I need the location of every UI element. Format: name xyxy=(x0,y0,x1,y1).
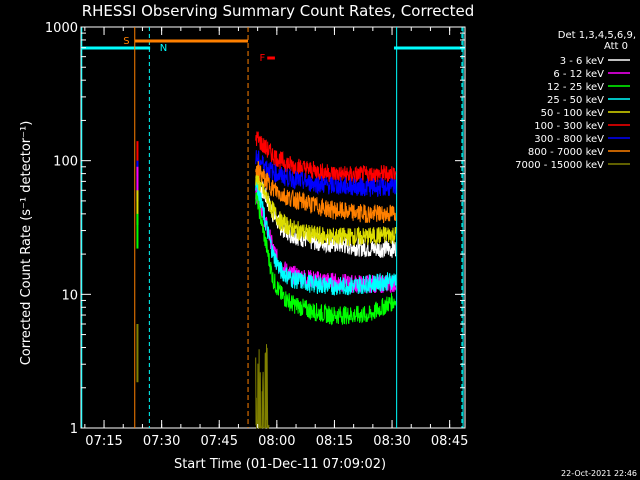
series-layer xyxy=(136,131,397,429)
series-line-50-100-kev xyxy=(255,170,397,247)
marker-label-s: S xyxy=(123,36,129,47)
chart-title: RHESSI Observing Summary Count Rates, Co… xyxy=(82,2,475,20)
x-tick-label: 07:30 xyxy=(143,434,180,449)
legend-header: Att 0 xyxy=(604,41,628,52)
x-tick-label: 08:15 xyxy=(316,434,353,449)
legend-header: Det 1,3,4,5,6,9, xyxy=(558,30,636,41)
plot-frame xyxy=(80,26,466,429)
plot-border xyxy=(80,26,466,429)
legend-entry-800-7000-kev: 800 - 7000 keV xyxy=(528,147,604,158)
series-line-12-25-kev xyxy=(255,191,397,326)
x-tick-label: 07:45 xyxy=(201,434,238,449)
series-line-300-800-kev xyxy=(255,150,397,197)
series-line-25-50-kev xyxy=(255,176,397,296)
legend-entry-3-6-kev: 3 - 6 keV xyxy=(560,56,604,67)
series-line-7000-15000-kev xyxy=(255,344,270,429)
y-tick-label: 10 xyxy=(61,288,78,303)
legend-entry-7000-15000-kev: 7000 - 15000 keV xyxy=(515,160,604,171)
legend-entry-100-300-kev: 100 - 300 keV xyxy=(534,121,604,132)
legend-entry-300-800-kev: 300 - 800 keV xyxy=(534,134,604,145)
legend-entry-12-25-kev: 12 - 25 keV xyxy=(547,82,604,93)
y-tick-label: 1000 xyxy=(45,21,78,36)
y-tick-label: 1 xyxy=(70,422,78,437)
marker-label-n: N xyxy=(160,43,167,54)
observation-markers: S N F xyxy=(81,27,465,428)
legend: Det 1,3,4,5,6,9,Att 03 - 6 keV 6 - 12 keV… xyxy=(515,30,636,171)
legend-entry-50-100-kev: 50 - 100 keV xyxy=(541,108,605,119)
y-axis-label: Corrected Count Rate (s⁻¹ detector⁻¹) xyxy=(19,121,34,366)
x-tick-label: 08:45 xyxy=(431,434,468,449)
x-tick-label: 08:30 xyxy=(373,434,410,449)
y-tick-label: 100 xyxy=(53,155,78,170)
x-tick-label: 08:00 xyxy=(258,434,295,449)
series-line-3-6-kev xyxy=(255,174,397,258)
legend-entry-25-50-kev: 25 - 50 keV xyxy=(547,95,604,106)
series-line-800-7000-kev xyxy=(255,160,397,224)
x-tick-label: 07:15 xyxy=(85,434,122,449)
axes-ticks: 07:15 07:30 07:45 08:00 08:15 08:30 08:45 1 10 10… xyxy=(45,21,468,449)
x-axis-label: Start Time (01-Dec-11 07:09:02) xyxy=(174,457,386,472)
legend-entry-6-12-kev: 6 - 12 keV xyxy=(553,69,604,80)
marker-label-f: F xyxy=(260,53,266,64)
timestamp: 22-Oct-2021 22:46 xyxy=(561,469,637,478)
